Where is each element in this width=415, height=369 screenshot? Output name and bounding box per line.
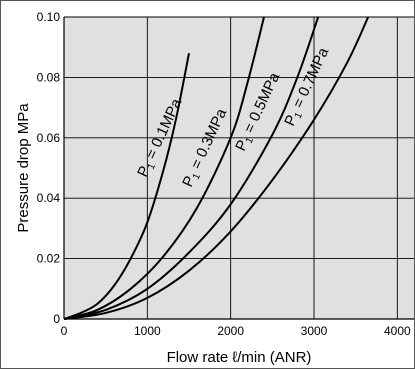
curve-series-3 <box>63 16 370 320</box>
x-axis-title: Flow rate ℓ/min (ANR) <box>167 349 312 366</box>
plot-area <box>64 17 414 319</box>
y-tick-label: 0.10 <box>37 10 61 24</box>
curve-series-1 <box>63 16 265 320</box>
curve-series-0 <box>63 53 190 320</box>
y-tick-label: 0.04 <box>37 191 61 205</box>
x-tick-label: 4000 <box>384 324 411 338</box>
y-tick-label: 0.02 <box>37 252 61 266</box>
grid-lines <box>64 16 414 319</box>
y-tick-label: 0.08 <box>37 70 61 84</box>
curve-series-2 <box>63 16 320 320</box>
y-tick-label: 0 <box>53 312 60 326</box>
tick-labels: 0 1000 2000 3000 4000 0 0.02 0.04 0.06 0.08 0.10 <box>37 10 411 338</box>
x-tick-label: 3000 <box>301 324 328 338</box>
x-tick-label: 0 <box>61 324 68 338</box>
y-axis-title: Pressure drop MPa <box>15 103 32 233</box>
curves <box>63 16 370 320</box>
x-tick-label: 1000 <box>134 324 161 338</box>
axes <box>63 17 414 320</box>
x-tick-label: 2000 <box>217 324 244 338</box>
y-tick-label: 0.06 <box>37 131 61 145</box>
